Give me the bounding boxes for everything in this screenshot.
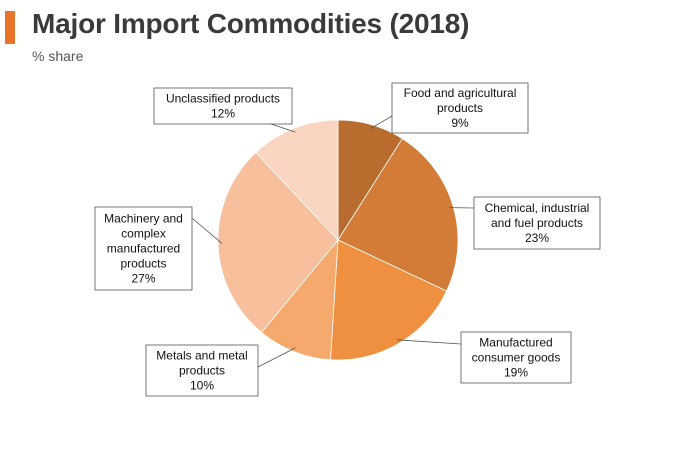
slice-category-label: products — [437, 101, 483, 115]
slice-category-label: manufactured — [107, 242, 180, 256]
slice-value-label: 23% — [525, 231, 549, 245]
slice-category-label: complex — [121, 227, 166, 241]
pie-slice — [217, 151, 339, 334]
slice-value-label: 12% — [211, 107, 235, 121]
label-box — [94, 206, 193, 291]
slice-category-label: Machinery and — [104, 212, 183, 226]
leader-line — [370, 115, 393, 129]
slice-category-label: products — [120, 257, 166, 271]
slice-value-label: 10% — [190, 379, 214, 393]
label-box — [460, 331, 572, 384]
label-box — [145, 344, 259, 397]
label-box — [473, 196, 601, 250]
slice-value-label: 19% — [504, 366, 528, 380]
chart-title: Major Import Commodities (2018) — [32, 8, 470, 39]
slice-category-label: products — [179, 364, 225, 378]
slice-value-label: 9% — [451, 116, 469, 130]
leader-line — [257, 347, 296, 368]
pie-slice — [255, 119, 339, 242]
slice-labels: Food and agriculturalproducts9%Chemical,… — [94, 82, 601, 397]
pie-slice — [330, 239, 448, 361]
leader-line — [191, 217, 223, 244]
label-box — [153, 87, 293, 125]
leader-line — [396, 339, 462, 345]
label-box — [391, 82, 529, 134]
slice-label: Machinery andcomplexmanufacturedproducts… — [94, 206, 193, 291]
slice-category-label: consumer goods — [472, 351, 561, 365]
slice-category-label: Unclassified products — [166, 92, 280, 106]
pie-slices — [217, 119, 459, 361]
leader-lines — [191, 115, 475, 368]
slice-category-label: Manufactured — [479, 336, 552, 350]
leader-line — [270, 123, 296, 133]
slice-category-label: Food and agricultural — [404, 86, 517, 100]
slice-value-label: 27% — [131, 272, 155, 286]
slice-category-label: Metals and metal — [156, 349, 247, 363]
slice-category-label: Chemical, industrial — [485, 201, 590, 215]
slice-category-label: and fuel products — [491, 216, 583, 230]
pie-slice — [337, 138, 459, 292]
pie-slice — [260, 238, 339, 361]
title-accent-bar — [5, 11, 15, 44]
chart-subtitle: % share — [32, 48, 84, 64]
